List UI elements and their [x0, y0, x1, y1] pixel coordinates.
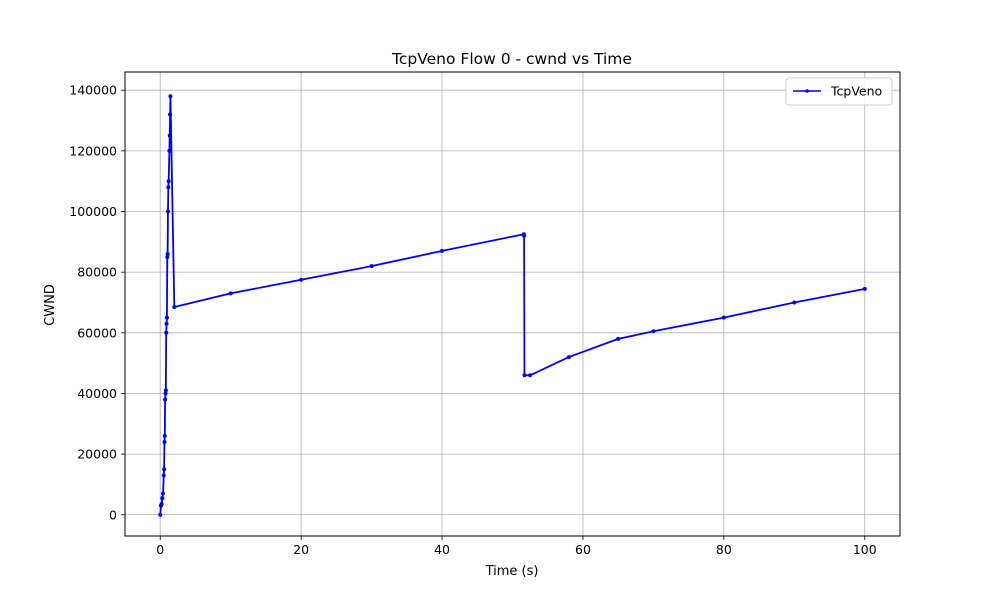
data-point	[167, 133, 172, 138]
chart-title: TcpVeno Flow 0 - cwnd vs Time	[391, 50, 632, 68]
data-point	[792, 300, 797, 305]
y-tick-label: 60000	[77, 325, 117, 340]
data-point	[299, 277, 304, 282]
legend-box	[785, 77, 893, 106]
data-point	[369, 264, 374, 269]
data-point	[721, 315, 726, 320]
data-point	[162, 467, 167, 472]
data-point	[168, 94, 173, 99]
grid-lines	[125, 72, 900, 536]
data-point	[172, 305, 177, 310]
data-point	[168, 112, 173, 117]
x-tick-label: 0	[156, 542, 164, 557]
data-point	[165, 251, 170, 256]
legend: TcpVeno	[785, 77, 893, 106]
data-point	[616, 336, 621, 341]
y-tick-label: 120000	[69, 143, 117, 158]
y-axis-ticks: 0 20000 40000 60000 80000 100000 120000 140000	[69, 83, 125, 522]
data-point	[522, 233, 527, 238]
data-point	[161, 491, 166, 496]
data-point	[651, 329, 656, 334]
data-point	[164, 330, 169, 335]
data-point	[528, 373, 533, 378]
x-tick-label: 80	[716, 542, 732, 557]
data-point	[163, 388, 168, 393]
x-axis-ticks: 0 20 40 60 80 100	[156, 536, 877, 557]
data-point	[440, 248, 445, 253]
y-tick-label: 40000	[77, 386, 117, 401]
data-point	[158, 512, 163, 517]
series-layer	[158, 94, 867, 517]
y-tick-label: 140000	[69, 83, 117, 98]
plot-frame	[124, 71, 901, 537]
x-tick-label: 20	[293, 542, 309, 557]
y-tick-label: 0	[109, 507, 117, 522]
data-point	[165, 209, 170, 214]
data-point	[228, 291, 233, 296]
x-axis-label: Time (s)	[485, 564, 539, 579]
data-point	[162, 439, 167, 444]
x-tick-label: 60	[575, 542, 591, 557]
y-tick-label: 20000	[77, 447, 117, 462]
y-tick-label: 100000	[69, 204, 117, 219]
x-tick-label: 40	[434, 542, 450, 557]
data-point	[164, 315, 169, 320]
legend-marker	[805, 89, 809, 93]
data-point	[159, 502, 164, 507]
y-tick-label: 80000	[77, 265, 117, 280]
data-point	[163, 391, 168, 396]
data-point	[167, 148, 172, 153]
data-point	[160, 496, 165, 501]
data-point	[165, 254, 170, 259]
data-point	[164, 321, 169, 326]
data-point	[163, 397, 168, 402]
data-point	[166, 185, 171, 190]
data-point	[166, 179, 171, 184]
data-point	[522, 373, 527, 378]
x-tick-label: 100	[853, 542, 877, 557]
legend-label: TcpVeno	[830, 84, 882, 99]
data-point	[162, 433, 167, 438]
y-axis-label: CWND	[43, 284, 58, 326]
data-point	[862, 286, 867, 291]
data-point	[566, 355, 571, 360]
series-line-tcpveno	[159, 95, 865, 515]
data-point	[161, 473, 166, 478]
